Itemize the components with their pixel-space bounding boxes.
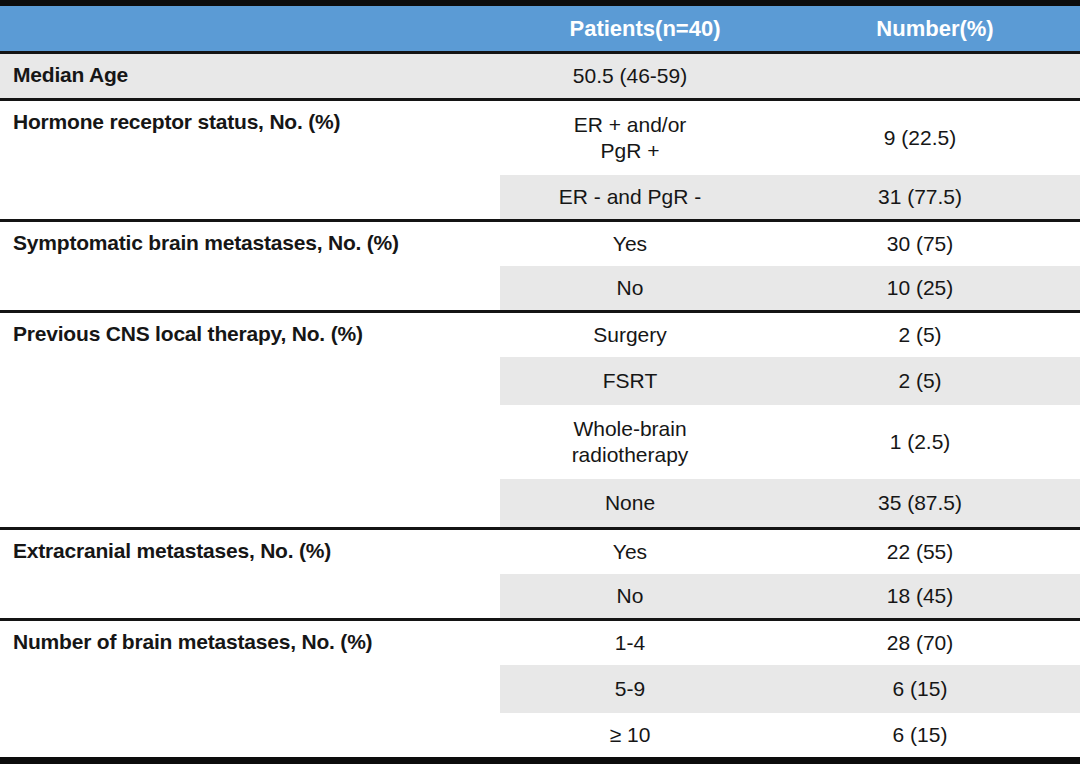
row-value: ER - and PgR -: [500, 184, 760, 210]
table-row: No 10 (25): [500, 266, 1080, 310]
table-row: ER - and PgR - 31 (77.5): [500, 175, 1080, 219]
row-label: Symptomatic brain metastases, No. (%): [0, 222, 500, 310]
row-value: Yes: [500, 231, 760, 257]
row-number: 9 (22.5): [760, 126, 1080, 150]
section-number-of-brain-metastases: Number of brain metastases, No. (%) 1-4 …: [0, 621, 1080, 757]
table-row: Yes 22 (55): [500, 530, 1080, 574]
table-row: 50.5 (46-59): [500, 54, 1080, 98]
row-label: Median Age: [0, 54, 500, 98]
row-label: Hormone receptor status, No. (%): [0, 101, 500, 219]
row-value: Whole-brain radiotherapy: [500, 416, 760, 469]
row-label: Previous CNS local therapy, No. (%): [0, 313, 500, 527]
row-number: 6 (15): [760, 723, 1080, 747]
section-extracranial-metastases: Extracranial metastases, No. (%) Yes 22 …: [0, 530, 1080, 618]
header-number-column: Number(%): [790, 16, 1080, 42]
row-number: 6 (15): [760, 677, 1080, 701]
row-value: None: [500, 490, 760, 516]
row-label: Number of brain metastases, No. (%): [0, 621, 500, 757]
row-value: No: [500, 275, 760, 301]
patient-characteristics-table: Patients(n=40) Number(%) Median Age 50.5…: [0, 0, 1080, 781]
header-patients-column: Patients(n=40): [500, 16, 790, 42]
section-previous-cns-local-therapy: Previous CNS local therapy, No. (%) Surg…: [0, 313, 1080, 527]
table-row: FSRT 2 (5): [500, 357, 1080, 405]
section-symptomatic-brain-metastases: Symptomatic brain metastases, No. (%) Ye…: [0, 222, 1080, 310]
row-number: 2 (5): [760, 369, 1080, 393]
row-number: 2 (5): [760, 323, 1080, 347]
row-label: Extracranial metastases, No. (%): [0, 530, 500, 618]
row-value: Yes: [500, 539, 760, 565]
row-number: 35 (87.5): [760, 491, 1080, 515]
row-value: 5-9: [500, 676, 760, 702]
table-row: Yes 30 (75): [500, 222, 1080, 266]
row-number: 28 (70): [760, 631, 1080, 655]
table-row: Surgery 2 (5): [500, 313, 1080, 357]
table-row: None 35 (87.5): [500, 479, 1080, 527]
row-number: 18 (45): [760, 584, 1080, 608]
row-value: 50.5 (46-59): [500, 63, 760, 89]
table-row: 1-4 28 (70): [500, 621, 1080, 665]
row-number: 1 (2.5): [760, 430, 1080, 454]
table-row: 5-9 6 (15): [500, 665, 1080, 713]
row-number: 10 (25): [760, 276, 1080, 300]
section-median-age: Median Age 50.5 (46-59): [0, 54, 1080, 98]
row-number: 31 (77.5): [760, 185, 1080, 209]
section-hormone-receptor-status: Hormone receptor status, No. (%) ER + an…: [0, 101, 1080, 219]
row-value: ER + and/or PgR +: [500, 112, 760, 165]
row-number: 22 (55): [760, 540, 1080, 564]
row-value: FSRT: [500, 368, 760, 394]
row-value: 1-4: [500, 630, 760, 656]
row-value: Surgery: [500, 322, 760, 348]
table-bottom-border: [0, 757, 1080, 764]
table-row: Whole-brain radiotherapy 1 (2.5): [500, 405, 1080, 479]
table-row: No 18 (45): [500, 574, 1080, 618]
row-value: No: [500, 583, 760, 609]
row-number: 30 (75): [760, 232, 1080, 256]
table-row: ≥ 10 6 (15): [500, 713, 1080, 757]
row-value: ≥ 10: [500, 722, 760, 748]
table-row: ER + and/or PgR + 9 (22.5): [500, 101, 1080, 175]
table-header-row: Patients(n=40) Number(%): [0, 6, 1080, 51]
